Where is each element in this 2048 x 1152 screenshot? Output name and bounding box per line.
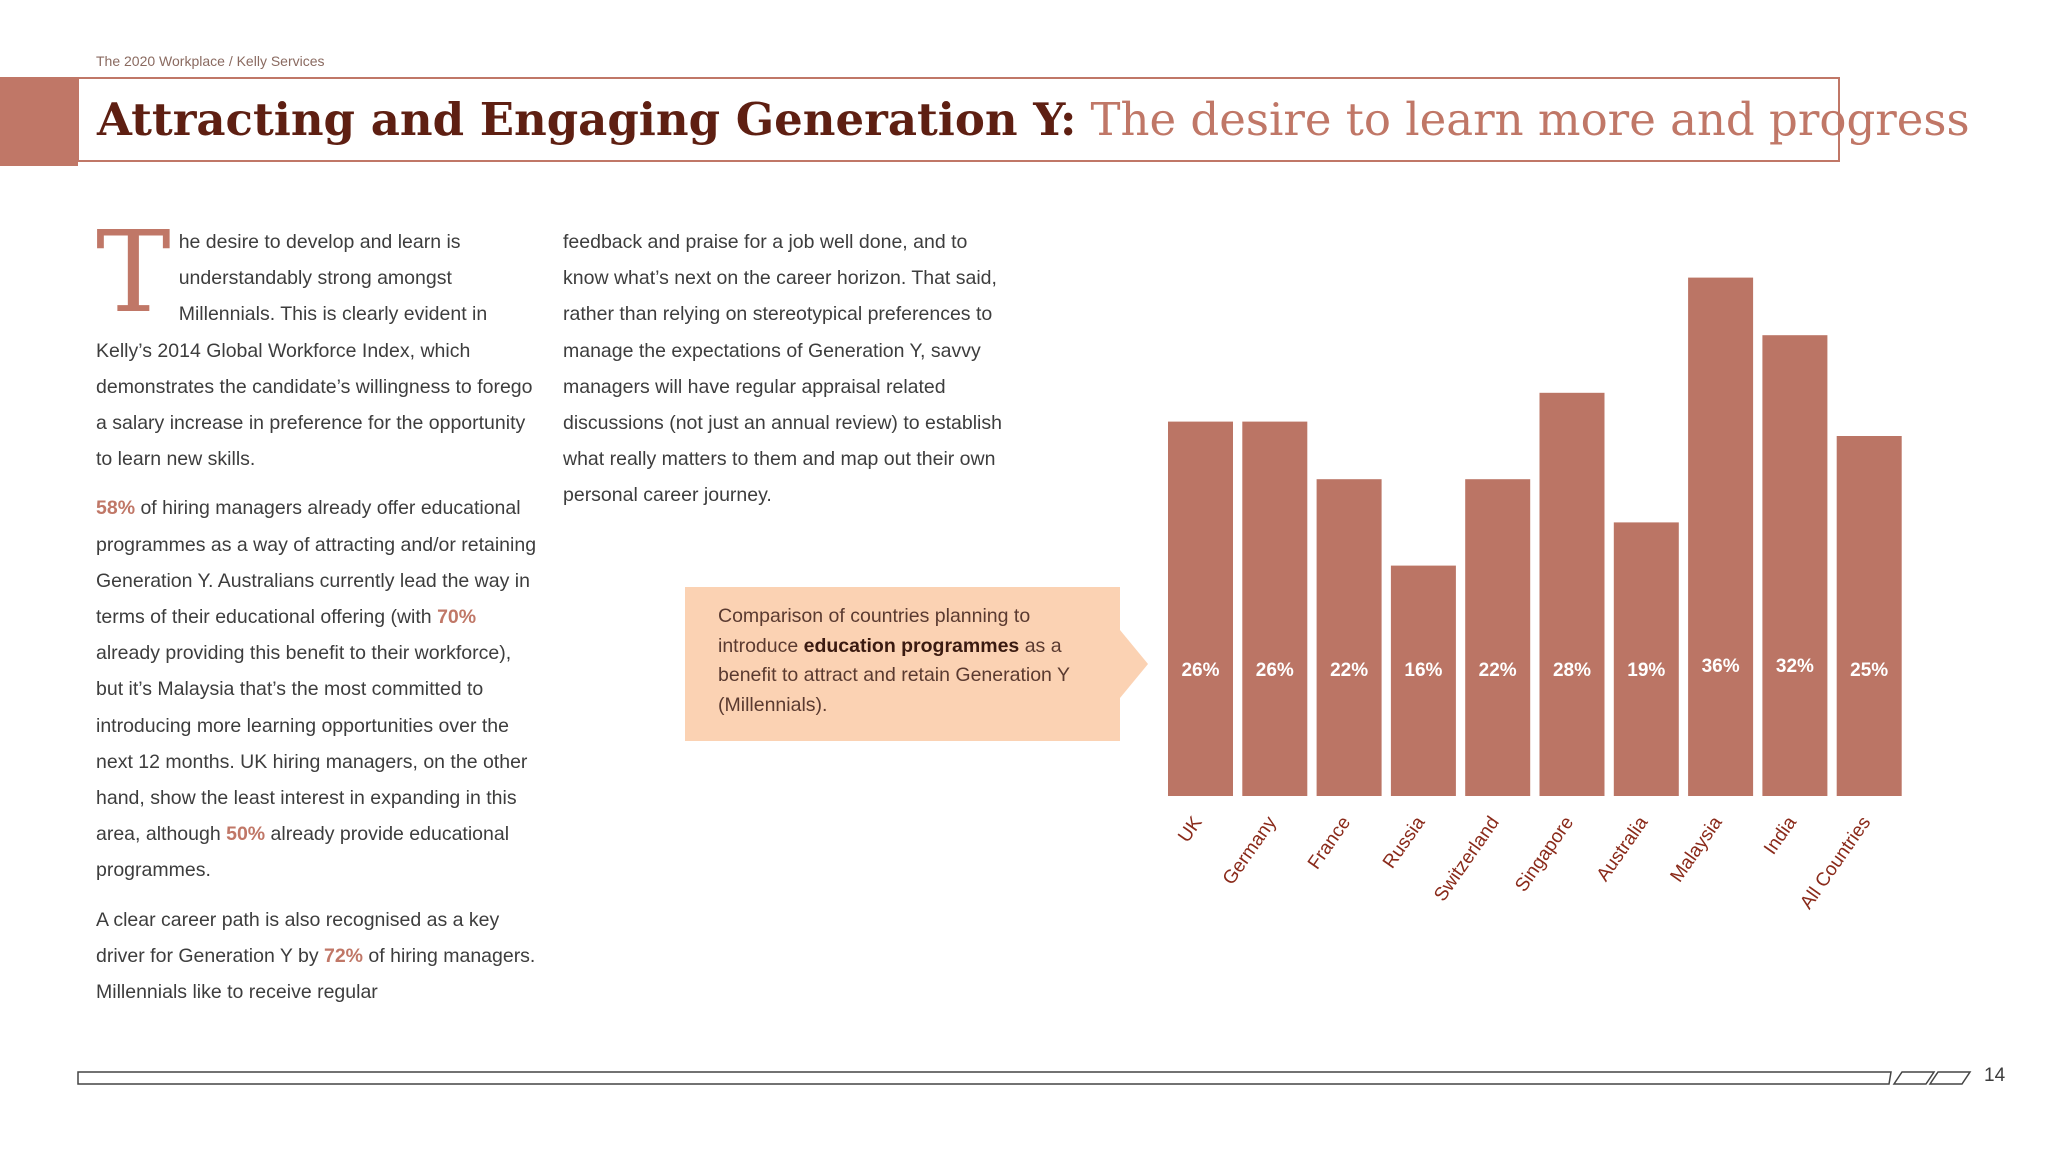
- bar-germany: [1242, 421, 1308, 796]
- drop-cap: T: [96, 208, 171, 338]
- stat-50: 50%: [226, 823, 266, 846]
- bar-value-label: 22%: [1479, 660, 1517, 681]
- title-box: Attracting and Engaging Generation Y: Th…: [77, 77, 1970, 162]
- page-title: Attracting and Engaging Generation Y:: [97, 93, 1077, 146]
- paragraph-career: A clear career path is also recognised a…: [96, 902, 541, 1011]
- bar-singapore: [1539, 392, 1605, 796]
- bar-value-label: 22%: [1330, 660, 1368, 681]
- footer-rule: [77, 1071, 1892, 1085]
- page-number: 14: [1984, 1065, 2006, 1086]
- stat-58: 58%: [96, 497, 136, 520]
- paragraph-education-text-a: of hiring managers already offer educati…: [96, 497, 537, 629]
- callout-bold: education programmes: [803, 634, 1020, 657]
- paragraph-career-text-a: A clear career path is also recognised a…: [96, 908, 500, 967]
- category-label: Russia: [1379, 812, 1430, 872]
- bar-france: [1316, 479, 1382, 796]
- category-label: India: [1760, 812, 1801, 858]
- bar-australia: [1613, 522, 1679, 796]
- page-subtitle: The desire to learn more and progress: [1090, 93, 1970, 146]
- bar-value-label: 32%: [1776, 656, 1814, 677]
- paragraph-intro-text: he desire to develop and learn is unders…: [96, 231, 533, 471]
- bar-value-label: 26%: [1181, 660, 1219, 681]
- category-label: Switzerland: [1430, 813, 1504, 906]
- paragraph-education: 58% of hiring managers already offer edu…: [96, 490, 541, 888]
- title-accent-band: [0, 77, 78, 166]
- bar-russia: [1390, 565, 1456, 796]
- category-label: All Countries: [1796, 813, 1875, 913]
- category-label: Malaysia: [1666, 812, 1726, 886]
- stat-70: 70%: [437, 606, 477, 629]
- bar-value-label: 19%: [1627, 660, 1665, 681]
- bar-uk: [1168, 421, 1233, 796]
- paragraph-education-text-b: already providing this benefit to their …: [96, 642, 528, 846]
- category-label: UK: [1174, 813, 1207, 847]
- callout-text-a: Comparison of countries planning to intr…: [718, 605, 1031, 657]
- chart-callout: Comparison of countries planning to intr…: [685, 587, 1148, 741]
- bar-malaysia: [1688, 277, 1754, 797]
- bar-value-label: 28%: [1553, 660, 1591, 681]
- callout-text-b: as a benefit to attract and retain Gener…: [718, 634, 1070, 716]
- paragraph-career-text-b: of hiring managers. Millennials like to …: [96, 944, 536, 1004]
- paragraph-feedback: feedback and praise for a job well done,…: [563, 231, 1002, 507]
- bar-value-label: 16%: [1404, 660, 1442, 681]
- bar-switzerland: [1465, 479, 1531, 796]
- category-label: Singapore: [1511, 813, 1578, 896]
- bar-all-countries: [1836, 436, 1902, 796]
- bar-value-label: 26%: [1256, 660, 1294, 681]
- breadcrumb: The 2020 Workplace / Kelly Services: [96, 53, 325, 69]
- footer-chevrons: [1892, 1071, 1972, 1085]
- bar-chart: 26% UK 26% Germany 22% France 16% Russia 22% Swit…: [1168, 277, 1902, 913]
- stat-72: 72%: [323, 944, 364, 967]
- category-label: Germany: [1219, 812, 1281, 888]
- bar-value-label: 25%: [1850, 660, 1888, 681]
- category-label: France: [1304, 813, 1355, 873]
- paragraph-education-text-c: already provide educational programmes.: [96, 823, 510, 882]
- bar-india: [1762, 335, 1828, 796]
- bar-value-label: 36%: [1702, 656, 1740, 677]
- text-column-right: feedback and praise for a job well done,…: [563, 224, 1008, 527]
- category-label: Australia: [1593, 812, 1653, 885]
